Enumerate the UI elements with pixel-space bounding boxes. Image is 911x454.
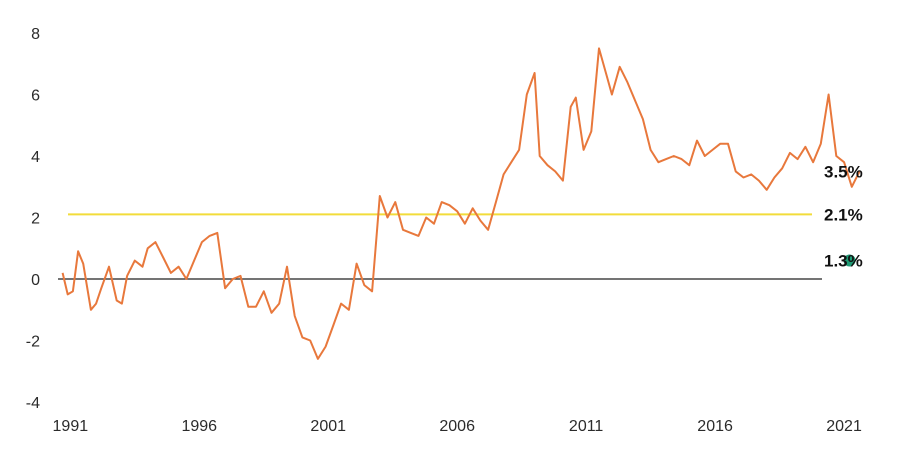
x-tick-label: 1996: [181, 418, 217, 435]
y-tick-label: 2: [31, 211, 40, 228]
reference-line-label: 2.1%: [824, 205, 863, 224]
y-tick-label: 8: [31, 26, 40, 43]
x-tick-label: 2011: [569, 418, 604, 435]
marker-point-label: 1.3%: [824, 252, 863, 271]
y-tick-label: 6: [31, 88, 40, 105]
x-tick-label: 2021: [826, 418, 862, 435]
x-tick-label: 2001: [310, 418, 346, 435]
y-tick-label: 0: [31, 272, 40, 289]
x-axis-ticks: 1991 1996 2001 2006 2011 2016 2021: [53, 418, 862, 435]
marker-point: [843, 254, 856, 267]
y-tick-label: 4: [31, 149, 40, 166]
series-end-label: 3.5%: [824, 162, 863, 181]
y-tick-label: -2: [26, 334, 40, 351]
x-tick-label: 2006: [439, 418, 475, 435]
x-tick-label: 1991: [53, 418, 89, 435]
y-axis-ticks: -4 -2 0 2 4 6 8: [26, 26, 40, 412]
x-tick-label: 2016: [697, 418, 733, 435]
y-tick-label: -4: [26, 395, 40, 412]
series-line: [61, 47, 861, 360]
